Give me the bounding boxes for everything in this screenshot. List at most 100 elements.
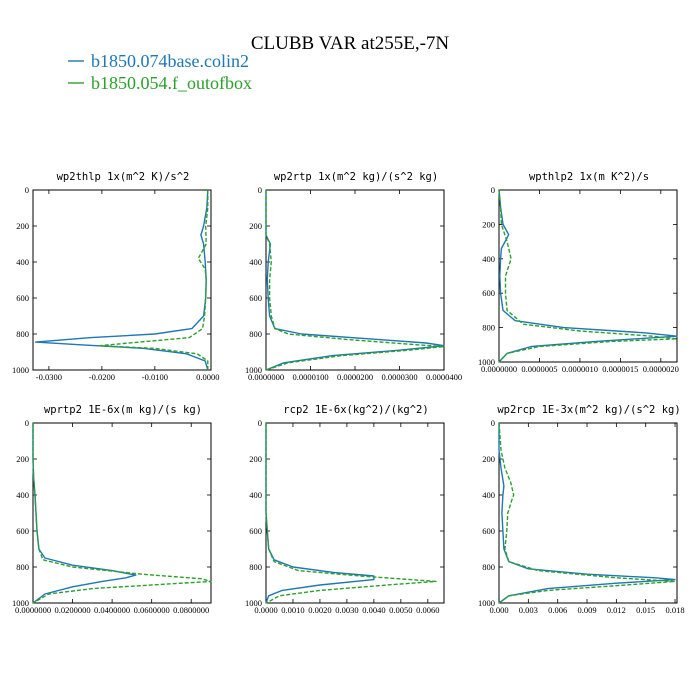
x-tick-label: -0.0300 [36, 372, 62, 382]
x-tick-label: 0.0800000 [173, 605, 209, 615]
panel-title-5: rcp2 1E-6x(kg^2)/(kg^2) [283, 404, 428, 416]
plot-frame [498, 422, 678, 604]
y-tick-label: 400 [16, 257, 29, 267]
x-tick-label: 0.0000010 [562, 364, 598, 374]
series-line-1 [34, 189, 209, 371]
y-tick-label: 800 [16, 562, 29, 572]
y-tick-label: 0 [258, 185, 262, 195]
y-tick-label: 800 [249, 562, 262, 572]
panel-title-1: wp2thlp 1x(m^2 K)/s^2 [57, 171, 190, 183]
y-tick-label: 600 [16, 526, 29, 536]
panel-5: rcp2 1E-6x(kg^2)/(kg^2) 0 200 400 600 800 100… [245, 404, 445, 615]
series-line-2 [98, 190, 209, 370]
x-tick-label: 0.0600000 [134, 605, 170, 615]
y-tick-label: 400 [16, 490, 29, 500]
x-tick-label: 0.018 [665, 605, 684, 615]
series-line-1 [498, 423, 676, 604]
series-line-2 [265, 190, 445, 371]
x-tick-label: 0.0030 [335, 605, 358, 615]
series-line-1 [498, 189, 678, 363]
series-line-2 [498, 189, 678, 363]
y-tick-label: 1000 [245, 598, 262, 608]
x-tick-label: 0.0000200 [337, 372, 373, 382]
series-line-1 [265, 190, 445, 371]
y-tick-label: 1000 [245, 365, 262, 375]
y-tick-label: 600 [482, 288, 495, 298]
y-tick-label: 600 [249, 526, 262, 536]
x-tick-label: 0.0050 [389, 605, 412, 615]
panel-title-4: wprtp2 1E-6x(m kg)/(s kg) [44, 404, 202, 416]
plot-frame [498, 189, 678, 363]
x-tick-label: 0.009 [577, 605, 596, 615]
x-tick-label: 0.012 [607, 605, 626, 615]
x-tick-label: -0.0200 [89, 372, 115, 382]
x-tick-label: 0.003 [519, 605, 538, 615]
y-tick-label: 0 [25, 185, 29, 195]
y-tick-label: 1000 [478, 357, 495, 367]
x-tick-label: 0.0020 [308, 605, 331, 615]
x-tick-label: 0.0040 [362, 605, 385, 615]
y-tick-label: 800 [249, 329, 262, 339]
series-line-2 [32, 423, 212, 604]
plot-frame [32, 422, 212, 604]
x-tick-label: 0.0000 [196, 372, 219, 382]
y-tick-label: 0 [491, 185, 495, 195]
series-line-2 [498, 422, 676, 604]
panel-2: wp2rtp 1x(m^2 kg)/(s^2 kg) 0 200 400 600 800… [245, 171, 462, 382]
panel-3: wpthlp2 1x(m K^2)/s 020040060080010000.0… [478, 171, 679, 374]
x-tick-label: 0.0000400 [426, 372, 462, 382]
x-tick-label: 0.015 [636, 605, 655, 615]
y-tick-label: 200 [482, 219, 495, 229]
y-tick-label: 0 [491, 418, 495, 428]
y-tick-label: 200 [16, 221, 29, 231]
y-tick-label: 200 [482, 454, 495, 464]
plot-frame [32, 189, 212, 371]
x-tick-label: -0.0100 [142, 372, 168, 382]
y-tick-label: 0 [25, 418, 29, 428]
x-tick-label: 0.006 [548, 605, 567, 615]
y-tick-label: 800 [482, 562, 495, 572]
y-tick-label: 800 [16, 329, 29, 339]
y-tick-label: 200 [249, 454, 262, 464]
x-tick-label: 0.0000015 [602, 364, 638, 374]
x-tick-label: 0.0400000 [94, 605, 130, 615]
y-tick-label: 0 [258, 418, 262, 428]
series-line-2 [265, 423, 437, 604]
y-tick-label: 600 [482, 526, 495, 536]
x-tick-label: 0.0010 [281, 605, 304, 615]
x-tick-label: 0.0000020 [643, 364, 679, 374]
y-tick-label: 400 [249, 257, 262, 267]
panel-title-6: wp2rcp 1E-3x(m^2 kg)/(s^2 kg) [497, 404, 680, 416]
series-line-1 [32, 423, 137, 604]
y-tick-label: 600 [16, 293, 29, 303]
legend-label-series-1: b1850.074base.colin2 [91, 51, 249, 71]
x-tick-label: 0.0000000 [248, 372, 284, 382]
y-tick-label: 200 [16, 454, 29, 464]
y-tick-label: 1000 [12, 365, 29, 375]
y-tick-label: 800 [482, 323, 495, 333]
y-tick-label: 200 [249, 221, 262, 231]
panel-6: wp2rcp 1E-3x(m^2 kg)/(s^2 kg) 0 200 400 600… [478, 404, 685, 615]
x-tick-label: 0.0000100 [292, 372, 328, 382]
y-tick-label: 400 [482, 490, 495, 500]
panel-title-2: wp2rtp 1x(m^2 kg)/(s^2 kg) [274, 171, 438, 183]
y-tick-label: 400 [249, 490, 262, 500]
x-tick-label: 0.0000000 [481, 364, 517, 374]
x-tick-label: 0.0000000 [15, 605, 51, 615]
y-tick-label: 400 [482, 254, 495, 264]
y-tick-label: 600 [249, 293, 262, 303]
panel-title-3: wpthlp2 1x(m K^2)/s [529, 171, 649, 183]
x-tick-label: 0.0000005 [521, 364, 557, 374]
legend: b1850.074base.colin2 b1850.054.f_outofbo… [68, 51, 252, 93]
x-tick-label: 0.0000 [254, 605, 277, 615]
panel-1: wp2thlp 1x(m^2 K)/s^2 02004006008001000-… [12, 171, 220, 382]
x-tick-label: 0.000 [489, 605, 508, 615]
x-tick-label: 0.0000300 [381, 372, 417, 382]
panel-4: wprtp2 1E-6x(m kg)/(s kg) 0 200 400 600 800 1… [12, 404, 212, 615]
y-tick-label: 1000 [12, 598, 29, 608]
y-tick-label: 1000 [478, 598, 495, 608]
legend-label-series-2: b1850.054.f_outofbox [91, 73, 252, 93]
figure-title: CLUBB VAR at255E,-7N [251, 33, 450, 54]
x-tick-label: 0.0200000 [54, 605, 90, 615]
